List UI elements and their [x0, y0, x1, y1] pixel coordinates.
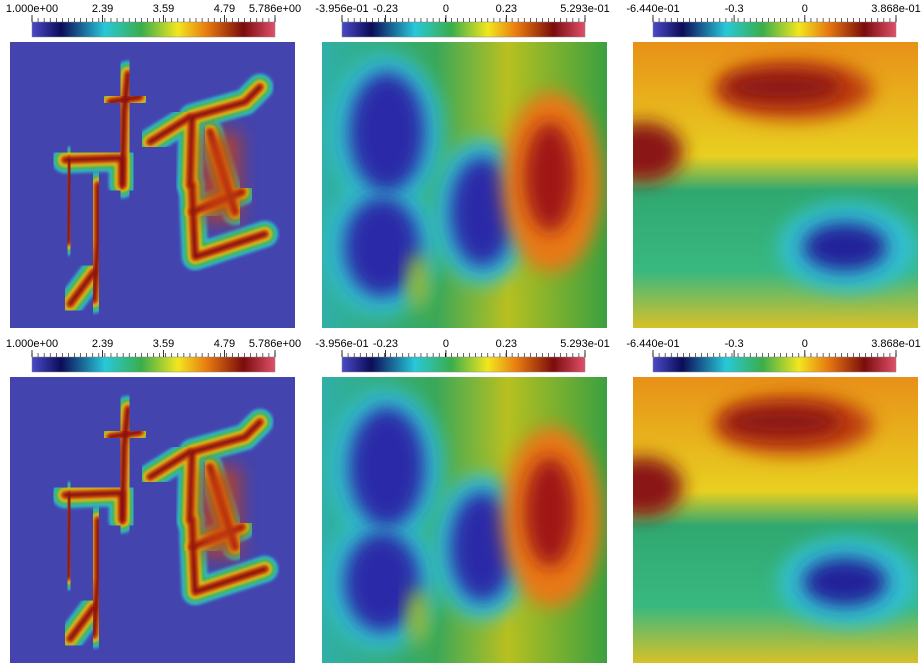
field-image [10, 42, 295, 328]
colorbar-label: 4.79 [214, 3, 235, 15]
colorbar-label: -6.440e-01 [626, 338, 679, 350]
field-image [10, 377, 295, 663]
panel: -6.440e-01 3.868e-01 -0.3 0 [626, 338, 921, 663]
colorbar [31, 21, 276, 38]
colorbar [31, 356, 276, 373]
colorbar-label: 5.786e+00 [249, 3, 301, 15]
colorbar [341, 21, 586, 38]
colorbar [652, 21, 897, 38]
colorbar-label: -3.956e-01 [315, 3, 368, 15]
colorbar-label: 0 [802, 338, 808, 350]
colorbar [652, 356, 897, 373]
panel: 1.000e+00 5.786e+00 2.39 3.59 4.79 [6, 3, 301, 328]
colorbar-label: -0.3 [725, 3, 744, 15]
field-image [633, 42, 918, 328]
colorbar-label: -6.440e-01 [626, 3, 679, 15]
colorbar-label: 3.868e-01 [871, 338, 921, 350]
colorbar-label: 2.39 [92, 3, 113, 15]
colorbar-label: 0 [443, 338, 449, 350]
colorbar-label: 5.293e-01 [560, 3, 610, 15]
colorbar [341, 356, 586, 373]
panel: -3.956e-01 5.293e-01 -0.23 0 0.23 [315, 338, 610, 663]
colorbar-label: 2.39 [92, 338, 113, 350]
colorbar-label: -3.956e-01 [315, 338, 368, 350]
field-image [633, 377, 918, 663]
colorbar-label: -0.23 [373, 338, 398, 350]
panel: -6.440e-01 3.868e-01 -0.3 0 [626, 3, 921, 328]
colorbar-label: 1.000e+00 [6, 3, 58, 15]
field-image [322, 377, 607, 663]
colorbar-label: 4.79 [214, 338, 235, 350]
field-image [322, 42, 607, 328]
colorbar-label: 3.59 [153, 338, 174, 350]
colorbar-label: -0.23 [373, 3, 398, 15]
colorbar-label: 3.59 [153, 3, 174, 15]
colorbar-label: 0 [443, 3, 449, 15]
colorbar-label: 0 [802, 3, 808, 15]
colorbar-label: 3.868e-01 [871, 3, 921, 15]
colorbar-label: -0.3 [725, 338, 744, 350]
colorbar-label: 5.293e-01 [560, 338, 610, 350]
colorbar-label: 1.000e+00 [6, 338, 58, 350]
panel: -3.956e-01 5.293e-01 -0.23 0 0.23 [315, 3, 610, 328]
colorbar-label: 0.23 [496, 3, 517, 15]
colorbar-label: 5.786e+00 [249, 338, 301, 350]
colorbar-label: 0.23 [496, 338, 517, 350]
panel: 1.000e+00 5.786e+00 2.39 3.59 4.79 [6, 338, 301, 663]
